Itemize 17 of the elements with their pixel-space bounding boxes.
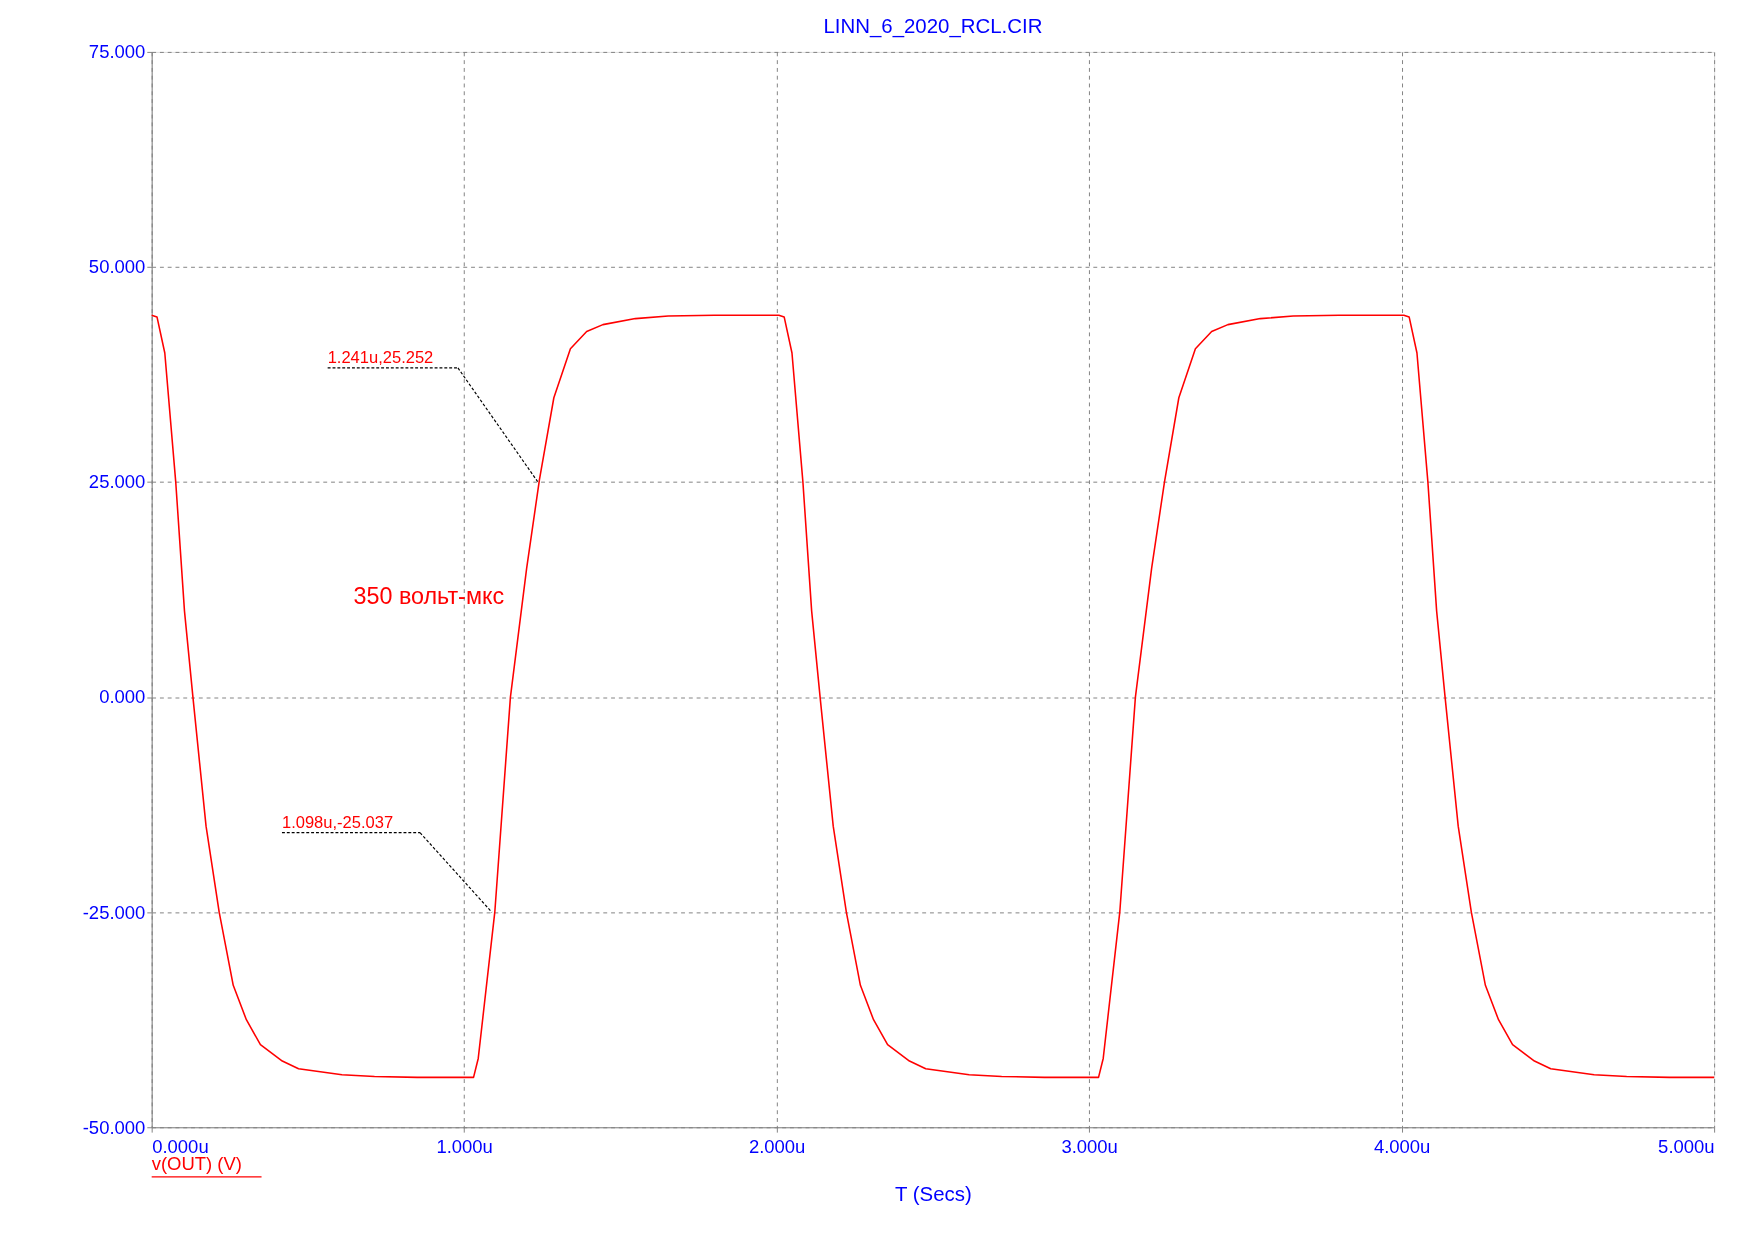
y-tick-label: -25.000 — [82, 901, 146, 923]
x-tick-label: 3.000u — [1061, 1136, 1118, 1158]
x-tick-label: 4.000u — [1373, 1136, 1431, 1158]
x-tick-label: 2.000u — [748, 1136, 806, 1158]
y-tick-label: 0.000 — [99, 686, 146, 708]
annotation: 1.098u,-25.037 — [281, 812, 394, 832]
x-axis-title: T (Secs) — [895, 1182, 972, 1205]
annotation: 1.241u,25.252 — [327, 348, 434, 368]
x-tick-label: 1.000u — [436, 1136, 493, 1158]
y-tick-label: 50.000 — [88, 256, 146, 278]
annotation: 350 вольт-мкс — [353, 583, 505, 610]
chart-title: LINN_6_2020_RCL.CIR — [823, 15, 1043, 39]
y-tick-label: 25.000 — [88, 471, 146, 493]
y-tick-label: 75.000 — [88, 41, 146, 63]
y-tick-label: -50.000 — [82, 1116, 146, 1138]
x-tick-label: 5.000u — [1658, 1136, 1715, 1158]
line-series — [150, 314, 1715, 1079]
